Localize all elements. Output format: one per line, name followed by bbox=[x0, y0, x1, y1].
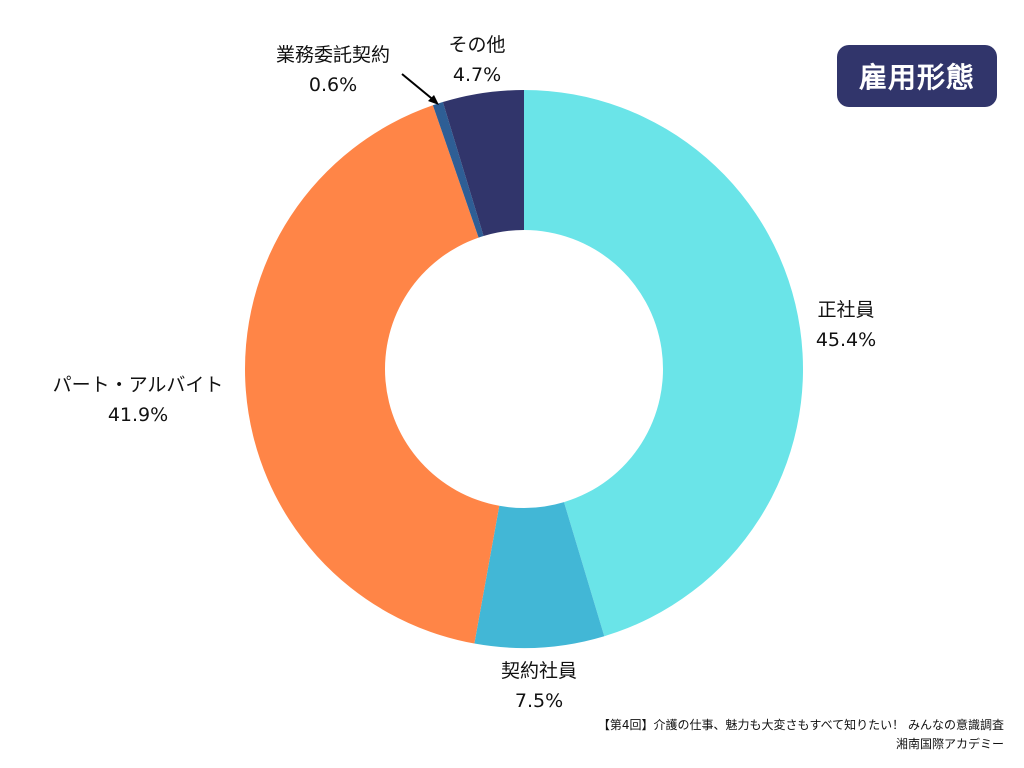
donut-slice-4 bbox=[442, 90, 524, 237]
slice-label: その他 bbox=[448, 34, 506, 56]
leader-arrow-gyomu bbox=[401, 73, 437, 103]
donut-slice-0 bbox=[524, 89, 804, 637]
chart-title-badge: 雇用形態 bbox=[837, 45, 997, 107]
survey-title: 【第4回】介護の仕事、魅力も大変さもすべて知りたい！ みんなの意識調査 bbox=[597, 718, 1004, 732]
slice-value: 45.4% bbox=[815, 329, 877, 351]
slice-value: 0.6% bbox=[308, 74, 358, 96]
label-gyomu: 業務委託契約 0.6% bbox=[276, 40, 390, 100]
publisher: 湘南国際アカデミー bbox=[895, 737, 1004, 751]
leader-arrowhead bbox=[428, 95, 439, 105]
slice-label: パート・アルバイト bbox=[52, 374, 224, 396]
slice-value: 41.9% bbox=[107, 404, 169, 426]
source-footer: 【第4回】介護の仕事、魅力も大変さもすべて知りたい！ みんなの意識調査 湘南国際… bbox=[598, 716, 1004, 754]
slice-label: 業務委託契約 bbox=[275, 44, 391, 66]
donut-slice-1 bbox=[474, 502, 605, 648]
slice-label: 正社員 bbox=[817, 299, 875, 321]
donut-slice-3 bbox=[432, 102, 484, 238]
label-sonota: その他 4.7% bbox=[448, 30, 505, 90]
donut-slice-2 bbox=[245, 105, 500, 644]
slice-value: 7.5% bbox=[514, 690, 564, 712]
slice-label: 契約社員 bbox=[500, 660, 578, 682]
label-keiyaku: 契約社員 7.5% bbox=[501, 656, 577, 716]
label-part: パート・アルバイト 41.9% bbox=[53, 370, 224, 430]
slice-value: 4.7% bbox=[452, 64, 502, 86]
label-seishain: 正社員 45.4% bbox=[816, 295, 876, 355]
